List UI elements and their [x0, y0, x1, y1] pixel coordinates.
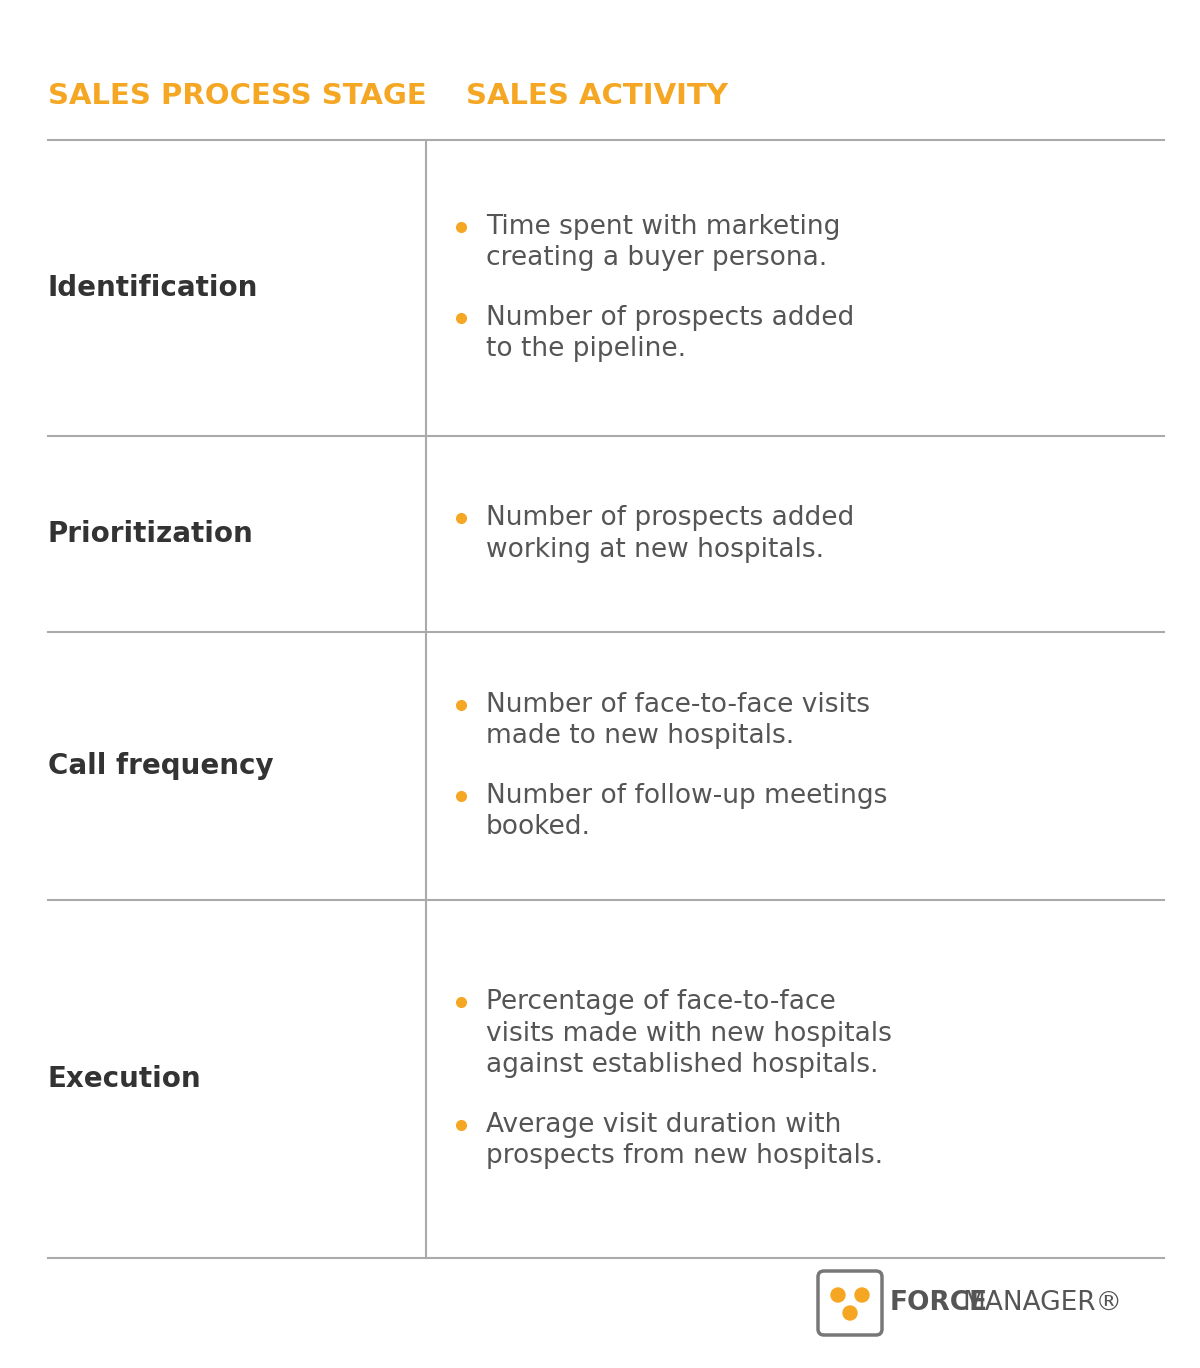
Text: visits made with new hospitals: visits made with new hospitals	[486, 1021, 892, 1047]
Text: Prioritization: Prioritization	[48, 520, 253, 549]
Text: FORCE: FORCE	[890, 1290, 988, 1316]
Text: Time spent with marketing: Time spent with marketing	[486, 213, 840, 239]
Text: Identification: Identification	[48, 274, 258, 302]
Circle shape	[830, 1289, 845, 1302]
Text: Average visit duration with: Average visit duration with	[486, 1112, 841, 1138]
Text: working at new hospitals.: working at new hospitals.	[486, 536, 824, 562]
Text: Number of prospects added: Number of prospects added	[486, 305, 854, 331]
Text: made to new hospitals.: made to new hospitals.	[486, 724, 794, 750]
Text: booked.: booked.	[486, 814, 592, 840]
Circle shape	[854, 1289, 869, 1302]
Text: against established hospitals.: against established hospitals.	[486, 1052, 878, 1078]
Text: SALES ACTIVITY: SALES ACTIVITY	[466, 82, 728, 109]
Text: SALES PROCESS STAGE: SALES PROCESS STAGE	[48, 82, 427, 109]
Text: prospects from new hospitals.: prospects from new hospitals.	[486, 1142, 883, 1168]
Text: Call frequency: Call frequency	[48, 752, 274, 780]
Text: to the pipeline.: to the pipeline.	[486, 337, 686, 363]
Text: Execution: Execution	[48, 1066, 202, 1093]
Text: Number of follow-up meetings: Number of follow-up meetings	[486, 782, 887, 808]
Text: creating a buyer persona.: creating a buyer persona.	[486, 245, 827, 271]
Circle shape	[842, 1306, 857, 1320]
Text: Number of face-to-face visits: Number of face-to-face visits	[486, 692, 870, 718]
Text: Percentage of face-to-face: Percentage of face-to-face	[486, 989, 835, 1015]
Text: Number of prospects added: Number of prospects added	[486, 505, 854, 531]
Text: MANAGER®: MANAGER®	[962, 1290, 1122, 1316]
